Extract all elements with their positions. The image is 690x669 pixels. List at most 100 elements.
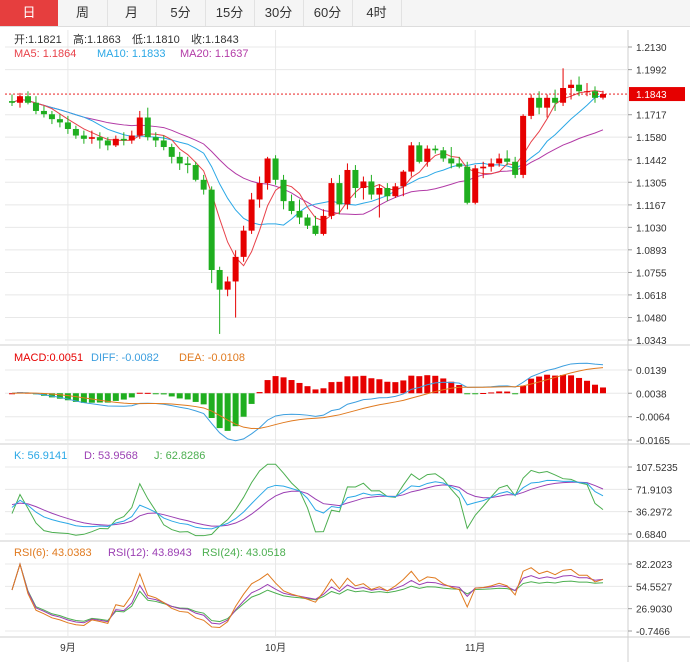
- kdj-tick-label-2: 36.2972: [636, 508, 673, 519]
- x-label-2: 11月: [465, 642, 485, 654]
- candle-body-2: [24, 96, 31, 103]
- candle-body-41: [336, 183, 343, 205]
- ma-legend-1: MA10: 1.1833: [97, 48, 166, 60]
- price-tick-label-11: 1.0480: [636, 314, 667, 325]
- candle-body-58: [472, 168, 479, 203]
- tab-5[interactable]: 30分: [254, 0, 304, 26]
- candle-body-54: [440, 150, 447, 159]
- candle-body-15: [128, 135, 135, 141]
- kdj-tick-label-1: 71.9103: [636, 485, 673, 496]
- candle-body-63: [512, 161, 519, 175]
- tab-1[interactable]: 周: [58, 0, 108, 26]
- candle-body-10: [88, 137, 95, 139]
- kdj-legend-0: K: 56.9141: [14, 450, 67, 462]
- candle-body-18: [152, 137, 159, 141]
- macd-bar-15: [128, 393, 135, 398]
- candle-body-57: [464, 166, 471, 203]
- diff-line: [11, 362, 604, 442]
- price-tick-label-10: 1.0618: [636, 291, 667, 302]
- price-tick-label-5: 1.1305: [636, 178, 667, 189]
- candle-body-69: [560, 87, 567, 103]
- tab-2[interactable]: 月: [107, 0, 157, 26]
- macd-bar-13: [112, 393, 119, 401]
- tab-7[interactable]: 4时: [352, 0, 402, 26]
- macd-bar-47: [384, 381, 391, 394]
- rsi-tick-label-3: -0.7466: [636, 627, 670, 638]
- macd-bar-36: [296, 382, 303, 394]
- macd-bar-21: [176, 393, 183, 399]
- ma20-line: [11, 98, 604, 215]
- price-tick-label-3: 1.1580: [636, 133, 667, 144]
- macd-bar-24: [200, 393, 207, 405]
- candle-body-44: [360, 181, 367, 189]
- candle-body-55: [448, 158, 455, 164]
- rsi-tick-label-0: 82.2023: [636, 560, 673, 571]
- macd-bar-70: [568, 375, 575, 394]
- candle-body-37: [304, 217, 311, 226]
- macd-tick-label-3: -0.0165: [636, 436, 670, 447]
- macd-bar-69: [560, 374, 567, 394]
- macd-legend-2: DEA: -0.0108: [179, 352, 245, 364]
- tab-4[interactable]: 15分: [205, 0, 255, 26]
- macd-bar-27: [224, 393, 231, 431]
- macd-bar-0: [9, 393, 15, 395]
- candle-body-38: [312, 225, 319, 234]
- candle-body-31: [256, 183, 263, 200]
- rsi6-line: [11, 562, 604, 629]
- candle-body-9: [80, 135, 87, 139]
- macd-bar-58: [472, 393, 479, 395]
- ohlc-info-1: 高:1.1863: [73, 32, 121, 46]
- macd-bar-61: [496, 391, 503, 394]
- rsi-tick-label-2: 26.9030: [636, 605, 673, 616]
- candle-body-8: [72, 128, 79, 136]
- macd-bar-16: [136, 392, 143, 394]
- macd-bar-49: [400, 380, 407, 394]
- last-price-badge: [629, 87, 685, 102]
- price-tick-label-0: 1.2130: [636, 43, 667, 54]
- price-tick-label-4: 1.1442: [636, 156, 667, 167]
- macd-bar-42: [344, 376, 351, 394]
- macd-bar-6: [56, 393, 63, 399]
- macd-bar-33: [272, 376, 279, 394]
- macd-bar-39: [320, 388, 327, 394]
- macd-bar-12: [104, 393, 111, 403]
- rsi-legend-2: RSI(24): 43.0518: [202, 547, 286, 559]
- kdj-legend-1: D: 53.9568: [84, 450, 138, 462]
- dea-line: [11, 367, 604, 429]
- candle-body-28: [232, 256, 239, 282]
- price-tick-label-8: 1.0893: [636, 246, 667, 257]
- macd-bar-66: [536, 376, 543, 394]
- macd-bar-73: [592, 384, 599, 394]
- tab-3[interactable]: 5分: [156, 0, 206, 26]
- tab-0[interactable]: 日: [0, 0, 58, 26]
- ma-legend-2: MA20: 1.1637: [180, 48, 249, 60]
- candle-body-7: [64, 122, 71, 129]
- candle-body-1: [16, 96, 23, 103]
- macd-bar-56: [456, 385, 463, 394]
- macd-bar-64: [520, 386, 527, 394]
- price-tick-label-7: 1.1030: [636, 223, 667, 234]
- candle-body-21: [176, 156, 183, 164]
- candle-body-56: [456, 163, 463, 167]
- macd-bar-50: [408, 375, 415, 394]
- macd-bar-72: [584, 380, 591, 394]
- macd-bar-34: [280, 377, 287, 394]
- rsi-legend-1: RSI(12): 43.8943: [108, 547, 192, 559]
- candle-body-42: [344, 169, 351, 205]
- candle-body-12: [104, 140, 111, 146]
- macd-bar-29: [240, 393, 247, 417]
- macd-bar-31: [256, 392, 263, 394]
- kdj-tick-label-3: 0.6840: [636, 530, 667, 541]
- candle-body-49: [400, 171, 407, 187]
- x-label-0: 9月: [60, 642, 76, 654]
- candle-body-24: [200, 179, 207, 190]
- candle-body-27: [224, 281, 231, 290]
- last-price-label: 1.1843: [636, 90, 667, 101]
- ohlc-info-2: 低:1.1810: [132, 33, 180, 46]
- macd-bar-22: [184, 393, 191, 400]
- tab-6[interactable]: 60分: [303, 0, 353, 26]
- macd-bar-38: [312, 389, 319, 394]
- candle-body-14: [120, 138, 127, 141]
- macd-legend-0: MACD:0.0051: [14, 352, 83, 364]
- d-line: [11, 481, 604, 527]
